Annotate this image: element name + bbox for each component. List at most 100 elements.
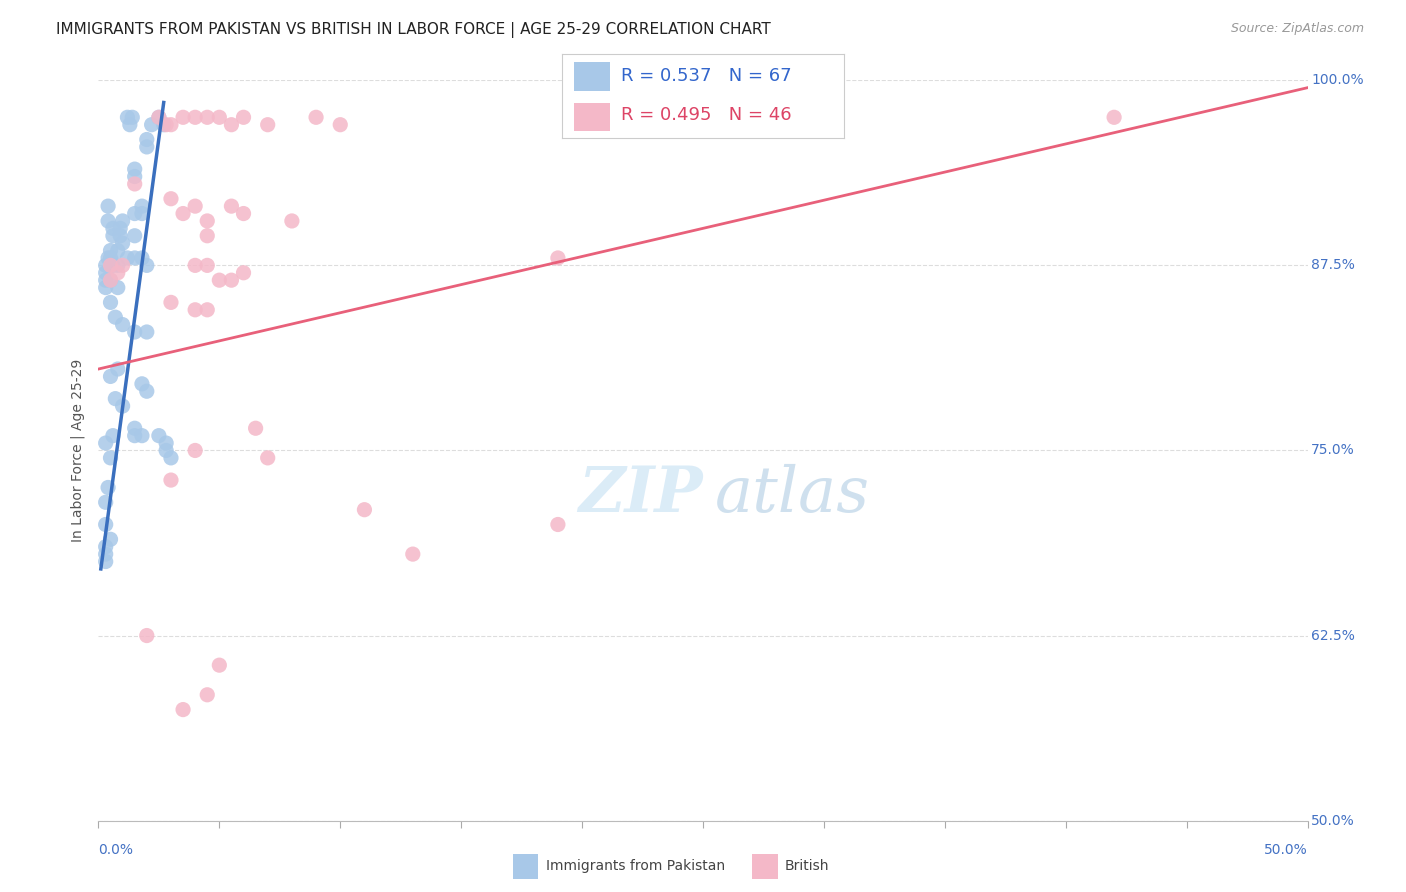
Point (94, 495, 117, 509)
Point (101, 259, 124, 273)
Point (108, 221, 131, 235)
Point (131, 206, 153, 220)
Point (305, 111, 328, 125)
FancyBboxPatch shape (574, 103, 610, 131)
Point (124, 206, 146, 220)
Point (94, 517, 117, 532)
Text: 87.5%: 87.5% (1312, 259, 1355, 272)
Point (111, 214, 134, 228)
Point (195, 259, 218, 273)
Point (135, 325, 157, 339)
Point (111, 236, 134, 251)
Text: 100.0%: 100.0% (1312, 73, 1364, 87)
Point (101, 428, 124, 442)
Point (155, 118, 177, 132)
Text: British: British (785, 859, 830, 873)
Point (155, 436, 177, 450)
Text: 62.5%: 62.5% (1312, 629, 1355, 642)
Point (107, 280, 129, 294)
Point (281, 214, 304, 228)
Point (100, 273, 122, 287)
Point (100, 259, 122, 273)
Point (101, 228, 124, 243)
Point (547, 251, 569, 265)
Point (111, 399, 134, 413)
Text: IMMIGRANTS FROM PAKISTAN VS BRITISH IN LABOR FORCE | AGE 25-29 CORRELATION CHART: IMMIGRANTS FROM PAKISTAN VS BRITISH IN L… (56, 22, 770, 38)
Point (107, 362, 129, 376)
Point (97, 214, 120, 228)
Point (221, 199, 243, 213)
Point (160, 473, 183, 487)
Point (94, 273, 117, 287)
Text: 50.0%: 50.0% (1312, 814, 1355, 828)
Point (184, 259, 207, 273)
Point (195, 302, 218, 317)
Point (94, 554, 117, 569)
Point (208, 273, 231, 287)
Point (141, 118, 163, 132)
Point (195, 228, 218, 243)
Point (329, 118, 352, 132)
Point (100, 450, 122, 465)
Point (1102, 111, 1125, 125)
Point (160, 450, 183, 465)
Point (94, 266, 117, 280)
Point (94, 547, 117, 561)
Text: 0.0%: 0.0% (98, 843, 134, 857)
Point (172, 111, 194, 125)
Text: ZIP: ZIP (578, 464, 703, 525)
Point (184, 199, 207, 213)
Text: Immigrants from Pakistan: Immigrants from Pakistan (546, 859, 724, 873)
Text: Source: ZipAtlas.com: Source: ZipAtlas.com (1230, 22, 1364, 36)
Point (221, 273, 243, 287)
Point (124, 162, 146, 177)
Point (208, 658, 231, 673)
Point (353, 502, 375, 516)
Point (135, 259, 157, 273)
Point (124, 421, 146, 435)
Point (107, 244, 129, 258)
Point (100, 244, 122, 258)
Point (135, 140, 157, 154)
Point (124, 228, 146, 243)
Point (195, 111, 218, 125)
Text: R = 0.537   N = 67: R = 0.537 N = 67 (621, 68, 792, 86)
Point (148, 111, 170, 125)
Point (195, 214, 218, 228)
Point (135, 132, 157, 146)
Point (108, 228, 131, 243)
Point (107, 266, 129, 280)
Point (160, 192, 183, 206)
Text: 50.0%: 50.0% (1264, 843, 1308, 857)
Point (104, 310, 127, 325)
Point (124, 177, 146, 191)
Point (245, 421, 267, 435)
Point (94, 540, 117, 554)
Point (124, 325, 146, 339)
Point (131, 428, 153, 442)
Point (107, 259, 129, 273)
Point (195, 688, 218, 702)
Point (256, 450, 278, 465)
Point (94, 259, 117, 273)
Point (100, 533, 122, 547)
Y-axis label: In Labor Force | Age 25-29: In Labor Force | Age 25-29 (70, 359, 84, 542)
Point (155, 443, 177, 458)
Point (135, 628, 157, 642)
Point (97, 480, 120, 494)
Point (131, 199, 153, 213)
Point (124, 251, 146, 265)
Point (94, 436, 117, 450)
Point (148, 428, 170, 442)
Text: atlas: atlas (716, 464, 870, 525)
Point (256, 118, 278, 132)
Point (124, 169, 146, 184)
Point (118, 118, 141, 132)
Point (402, 547, 425, 561)
Point (152, 118, 174, 132)
Text: 75.0%: 75.0% (1312, 443, 1355, 458)
Point (94, 280, 117, 294)
Point (135, 384, 157, 399)
FancyBboxPatch shape (574, 62, 610, 91)
Point (121, 111, 143, 125)
